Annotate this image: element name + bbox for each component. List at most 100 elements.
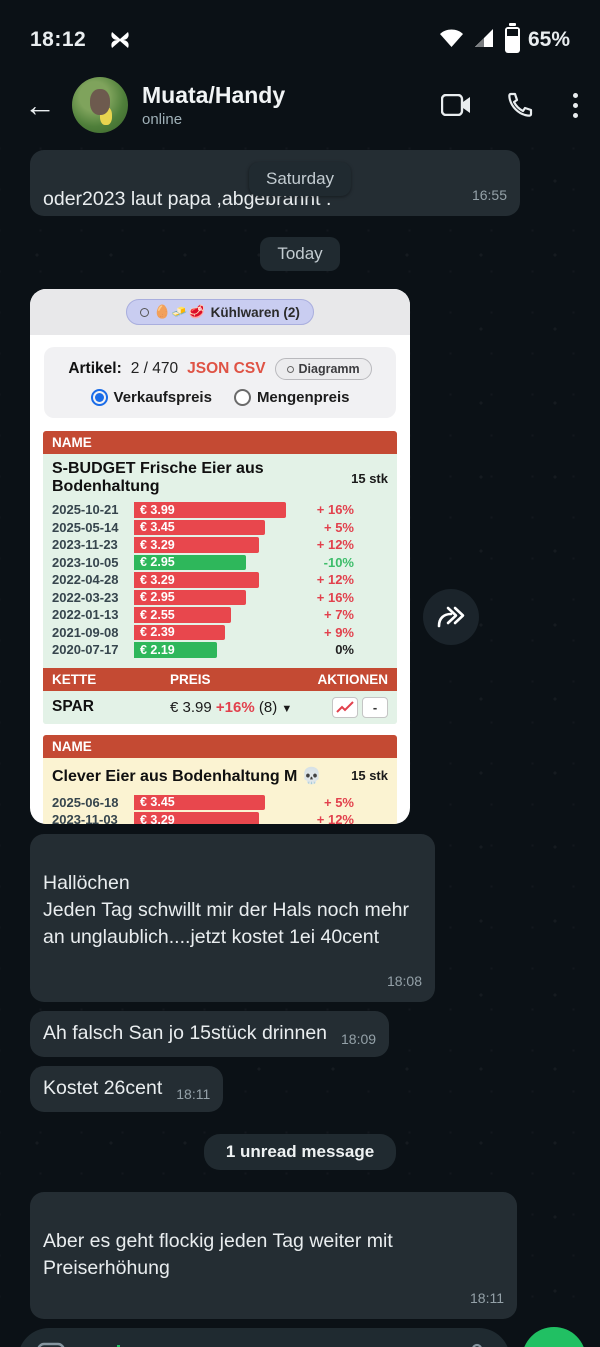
price-date: 2022-01-13 <box>52 607 119 623</box>
message-time: 18:08 <box>386 973 422 989</box>
price-value: € 3.99 <box>140 502 175 517</box>
name-column-header: NAME <box>43 431 397 454</box>
message-composer: und <box>0 1319 600 1347</box>
price-history-row: 2022-01-13 € 2.55 + 7% <box>43 606 397 624</box>
retailer-price[interactable]: € 3.99 +16% (8) ▼ <box>170 699 332 716</box>
price-bar: € 2.55 <box>134 607 231 623</box>
price-value: € 3.45 <box>140 795 175 810</box>
radio-verkaufspreis-label: Verkaufspreis <box>113 389 212 406</box>
diagramm-circle-icon <box>286 365 294 373</box>
sticker-emoji-icon[interactable] <box>36 1342 66 1347</box>
date-chip-saturday: Saturday <box>248 162 352 196</box>
price-bar: € 3.45 <box>134 794 265 810</box>
battery-percent: 65% <box>527 28 570 51</box>
message-text: Aber es geht flockig jeden Tag weiter mi… <box>43 1230 393 1279</box>
contact-info[interactable]: Muata/Handy online <box>142 82 285 128</box>
attach-paperclip-icon[interactable] <box>466 1342 492 1347</box>
price-date: 2021-09-08 <box>52 624 119 640</box>
price-history-row: 2023-10-05 € 2.95 -10% <box>43 554 397 572</box>
price-history-row: 2020-07-17 € 2.19 0% <box>43 641 397 659</box>
food-emoji-icons: 🥚🧈🥩 <box>154 304 206 319</box>
product-row: S-BUDGET Frische Eier aus Bodenhaltung 1… <box>43 454 397 501</box>
message-bubble[interactable]: Aber es geht flockig jeden Tag weiter mi… <box>30 1192 517 1319</box>
price-change-percent: + 12% <box>316 537 354 553</box>
price-value: € 2.39 <box>140 625 175 640</box>
price-date: 2025-06-18 <box>52 794 119 810</box>
voice-call-icon[interactable] <box>507 92 533 118</box>
message-text: Hallöchen Jeden Tag schwillt mir der Hal… <box>43 872 409 948</box>
status-bar: 18:12 65% <box>0 0 600 66</box>
shared-price-app-image[interactable]: 🥚🧈🥩 Kühlwaren (2) Artikel: 2 / 470 JSON … <box>30 289 410 824</box>
back-arrow-icon[interactable]: ← <box>24 86 56 123</box>
radio-mengenpreis-label: Mengenpreis <box>256 389 350 406</box>
contact-avatar[interactable] <box>72 77 128 133</box>
cellular-signal-icon <box>472 27 495 54</box>
retailer-name: SPAR <box>52 698 94 715</box>
minus-button[interactable]: - <box>362 696 388 718</box>
price-change-percent: -10% <box>323 554 354 570</box>
chart-line-button[interactable] <box>332 696 358 718</box>
json-csv-links[interactable]: JSON CSV <box>187 360 266 377</box>
message-text: Kostet 26cent <box>43 1077 163 1099</box>
price-value: € 2.19 <box>140 642 175 657</box>
product-table-2: NAME Clever Eier aus Bodenhaltung M 💀 15… <box>43 734 397 824</box>
price-value: € 2.95 <box>140 555 175 570</box>
price-history-row: 2025-06-18 € 3.45 + 5% <box>43 794 397 812</box>
price-bar: € 3.29 <box>134 537 259 553</box>
message-bubble[interactable]: Hallöchen Jeden Tag schwillt mir der Hal… <box>30 834 435 1002</box>
price-value: € 2.55 <box>140 607 175 622</box>
category-band: 🥚🧈🥩 Kühlwaren (2) <box>30 289 410 335</box>
price-change-percent: + 16% <box>316 589 354 605</box>
butterfly-notification-icon <box>108 28 132 52</box>
product-quantity: 15 stk <box>351 470 388 486</box>
price-bar: € 3.29 <box>134 812 259 824</box>
diagramm-label: Diagramm <box>298 362 360 376</box>
text-input-pill[interactable]: und <box>18 1328 510 1347</box>
message-input[interactable]: und <box>80 1345 452 1347</box>
image-message-row: 🥚🧈🥩 Kühlwaren (2) Artikel: 2 / 470 JSON … <box>0 289 600 824</box>
wifi-icon <box>439 27 464 54</box>
price-history-row: 2023-11-03 € 3.29 + 12% <box>43 811 397 824</box>
price-date: 2020-07-17 <box>52 642 119 658</box>
message-time: 16:55 <box>471 187 507 203</box>
current-price: € 3.99 <box>170 698 212 716</box>
aktionen-col-label: AKTIONEN <box>317 671 389 687</box>
price-change-percent: + 16% <box>316 502 354 518</box>
message-list[interactable]: oder2023 laut papa ,abgebrannt . Ganz hi… <box>0 144 600 1319</box>
price-history-list: 2025-10-21 € 3.99 + 16% 2025-05-14 € 3.45 + 5… <box>43 501 397 664</box>
radio-mengenpreis[interactable]: Mengenpreis <box>233 389 350 406</box>
unread-divider: 1 unread message <box>203 1134 397 1170</box>
forward-message-button[interactable] <box>423 589 479 645</box>
message-text: Ah falsch San jo 15stück drinnen <box>43 1022 328 1044</box>
artikel-label: Artikel: <box>68 360 122 377</box>
preis-col-label: PREIS <box>170 671 211 687</box>
price-date: 2022-04-28 <box>52 572 119 588</box>
price-history-row: 2025-10-21 € 3.99 + 16% <box>43 501 397 519</box>
more-options-icon[interactable] <box>569 89 582 122</box>
message-time: 18:09 <box>341 1031 377 1047</box>
radio-unselected-icon <box>233 389 251 406</box>
send-button[interactable] <box>522 1327 586 1347</box>
diagramm-button[interactable]: Diagramm <box>274 358 372 380</box>
price-history-list: 2025-06-18 € 3.45 + 5% 2023-11-03 € 3.29 + 12… <box>43 794 397 824</box>
price-value: € 3.45 <box>140 520 175 535</box>
message-bubble[interactable]: Kostet 26cent 18:11 <box>30 1066 224 1112</box>
price-bar: € 2.95 <box>134 554 246 570</box>
price-date: 2023-11-03 <box>52 812 118 824</box>
category-label: Kühlwaren (2) <box>210 304 300 320</box>
text-cursor <box>117 1345 121 1347</box>
message-time: 18:11 <box>176 1086 211 1102</box>
price-date: 2022-03-23 <box>52 589 119 605</box>
price-change-percent: + 5% <box>324 519 354 535</box>
name-column-header: NAME <box>43 734 397 758</box>
message-bubble[interactable]: Ah falsch San jo 15stück drinnen 18:09 <box>30 1011 390 1057</box>
artikel-count: 2 / 470 <box>130 360 179 377</box>
video-call-icon[interactable] <box>441 94 471 116</box>
message-bubble[interactable]: oder2023 laut papa ,abgebrannt . Ganz hi… <box>30 150 520 216</box>
price-history-row: 2022-04-28 € 3.29 + 12% <box>43 571 397 589</box>
product-table-1: NAME S-BUDGET Frische Eier aus Bodenhalt… <box>43 431 397 724</box>
radio-verkaufspreis[interactable]: Verkaufspreis <box>90 389 212 406</box>
category-pill[interactable]: 🥚🧈🥩 Kühlwaren (2) <box>126 299 314 325</box>
price-value: € 3.29 <box>140 572 175 587</box>
price-bar: € 3.29 <box>134 572 259 588</box>
